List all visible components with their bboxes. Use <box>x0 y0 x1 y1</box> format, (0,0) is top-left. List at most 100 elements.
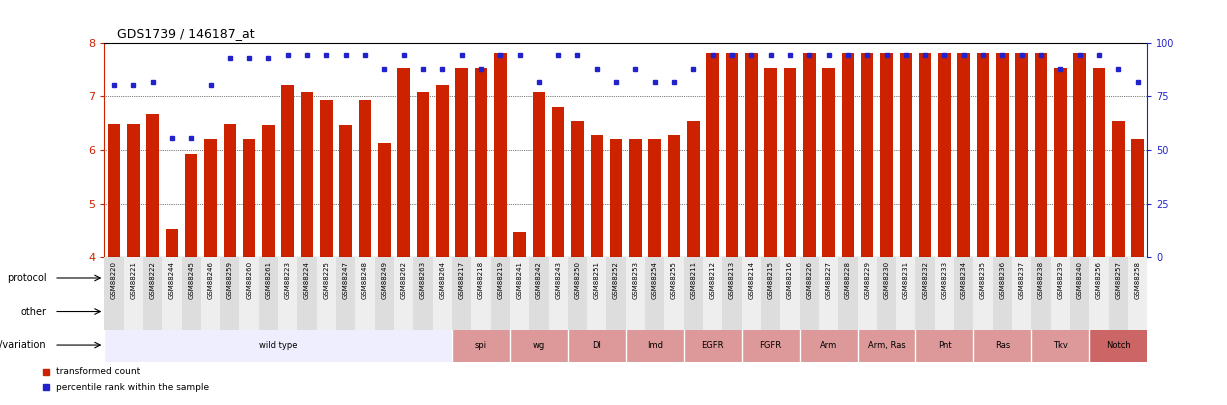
Bar <box>239 257 259 330</box>
Bar <box>977 53 989 257</box>
Bar <box>973 257 993 330</box>
Bar <box>336 257 356 330</box>
Bar <box>896 257 915 330</box>
Text: GSM88248: GSM88248 <box>362 261 368 299</box>
Bar <box>340 125 352 257</box>
Text: GSM88224: GSM88224 <box>304 261 310 299</box>
Text: wg: wg <box>533 341 545 350</box>
Bar <box>626 257 645 330</box>
Bar <box>279 261 1147 295</box>
Bar <box>1034 53 1048 257</box>
Text: GSM88230: GSM88230 <box>883 261 890 299</box>
Text: GFP negative: GFP negative <box>157 273 226 283</box>
Bar <box>973 328 1032 362</box>
Text: GSM88240: GSM88240 <box>1076 261 1082 299</box>
Bar <box>452 257 471 330</box>
Bar <box>124 257 142 330</box>
Text: GSM88257: GSM88257 <box>1115 261 1121 299</box>
Bar <box>320 100 333 257</box>
Text: GFP positive: GFP positive <box>680 273 745 283</box>
Bar <box>162 257 182 330</box>
Bar <box>201 257 220 330</box>
Text: GSM88214: GSM88214 <box>748 261 755 299</box>
Bar <box>510 257 529 330</box>
Bar <box>1093 68 1106 257</box>
Text: GSM88212: GSM88212 <box>709 261 715 299</box>
Bar <box>664 257 683 330</box>
Text: Arm: Arm <box>820 341 837 350</box>
Bar <box>880 53 893 257</box>
Bar <box>568 328 626 362</box>
Bar <box>955 257 973 330</box>
Bar <box>993 257 1012 330</box>
Text: GSM88228: GSM88228 <box>845 261 850 299</box>
Bar <box>629 139 642 257</box>
Bar <box>142 257 162 330</box>
Text: protocol: protocol <box>6 273 47 283</box>
Bar <box>243 139 255 257</box>
Bar <box>263 125 275 257</box>
Bar <box>1131 139 1144 257</box>
Text: GSM88217: GSM88217 <box>459 261 465 299</box>
Bar <box>104 257 124 330</box>
Bar <box>1112 122 1125 257</box>
Bar <box>667 135 680 257</box>
Bar <box>146 114 158 257</box>
Bar <box>590 135 604 257</box>
Text: percentile rank within the sample: percentile rank within the sample <box>56 383 209 392</box>
Bar <box>358 100 372 257</box>
Bar <box>398 68 410 257</box>
Text: gain of function: gain of function <box>875 307 957 317</box>
Text: EGFR: EGFR <box>702 341 724 350</box>
Bar <box>417 92 429 257</box>
Bar <box>1016 53 1028 257</box>
Text: GSM88251: GSM88251 <box>594 261 600 299</box>
Bar <box>800 328 858 362</box>
Bar <box>104 261 279 295</box>
Text: GSM88229: GSM88229 <box>864 261 870 299</box>
Bar <box>104 328 452 362</box>
Bar <box>1090 328 1147 362</box>
Bar <box>356 257 374 330</box>
Text: GSM88253: GSM88253 <box>632 261 638 299</box>
Bar <box>957 53 971 257</box>
Bar <box>842 53 854 257</box>
Bar <box>436 85 449 257</box>
Bar <box>1074 53 1086 257</box>
Text: Arm, Ras: Arm, Ras <box>867 341 906 350</box>
Bar <box>572 122 584 257</box>
Bar <box>683 295 1147 328</box>
Text: GSM88245: GSM88245 <box>188 261 194 299</box>
Bar <box>723 257 741 330</box>
Text: GSM88259: GSM88259 <box>227 261 233 299</box>
Bar <box>703 257 723 330</box>
Bar <box>1070 257 1090 330</box>
Text: GSM88249: GSM88249 <box>382 261 388 299</box>
Text: GSM88264: GSM88264 <box>439 261 445 299</box>
Text: FGFR: FGFR <box>760 341 782 350</box>
Text: GSM88250: GSM88250 <box>574 261 580 299</box>
Bar <box>877 257 896 330</box>
Text: GSM88222: GSM88222 <box>150 261 156 299</box>
Bar <box>166 229 178 257</box>
Bar <box>858 328 915 362</box>
Text: GSM88215: GSM88215 <box>768 261 774 299</box>
Bar <box>939 53 951 257</box>
Bar <box>626 328 683 362</box>
Bar <box>513 232 526 257</box>
Text: genotype/variation: genotype/variation <box>0 340 47 350</box>
Bar <box>818 257 838 330</box>
Bar <box>529 257 548 330</box>
Text: GSM88225: GSM88225 <box>324 261 329 299</box>
Text: GSM88233: GSM88233 <box>941 261 947 299</box>
Text: GSM88261: GSM88261 <box>265 261 271 299</box>
Bar <box>510 328 568 362</box>
Bar <box>552 107 564 257</box>
Bar <box>858 257 877 330</box>
Bar <box>822 68 834 257</box>
Text: GSM88221: GSM88221 <box>130 261 136 299</box>
Bar <box>588 257 606 330</box>
Bar <box>182 257 201 330</box>
Bar <box>223 124 236 257</box>
Text: GSM88252: GSM88252 <box>614 261 620 299</box>
